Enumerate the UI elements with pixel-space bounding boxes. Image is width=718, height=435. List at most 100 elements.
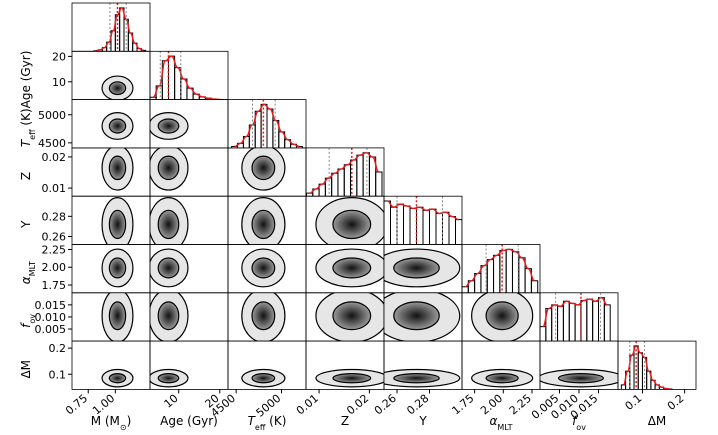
panel (315, 368, 384, 388)
label-part: (K) (265, 414, 286, 428)
x-tick-label: 1.75 (449, 392, 476, 418)
contour-inner (393, 257, 440, 279)
histogram-bin (384, 200, 391, 245)
axis-label: Teff (K) (19, 108, 37, 147)
x-tick-label: 0.26 (372, 392, 399, 418)
contour-inner (485, 301, 519, 331)
panel (471, 292, 534, 342)
histogram-bin (375, 171, 383, 197)
y-tick-label: 0.1 (49, 368, 67, 381)
label-part: (K) (19, 108, 33, 129)
histogram-bin (362, 152, 370, 197)
panel (462, 244, 539, 293)
contour-inner (485, 373, 519, 384)
histogram-bin (530, 280, 539, 293)
panel (231, 99, 303, 148)
histogram-bin (540, 326, 547, 342)
histogram-bin (592, 300, 599, 342)
contour-inner (332, 209, 372, 240)
contour-inner (157, 155, 180, 181)
histogram-bin (429, 208, 437, 245)
y-tick-label: 5000 (38, 109, 66, 122)
axis-label: αMLT (489, 414, 512, 432)
contour-inner (108, 373, 127, 384)
axis-label: Y (418, 414, 427, 428)
label-part: α (489, 414, 497, 428)
contour-inner (393, 301, 440, 331)
histogram-bin (580, 300, 588, 342)
fit-curve (234, 103, 300, 148)
histogram-bin (416, 206, 424, 245)
panel (101, 248, 134, 288)
fit-curve (387, 200, 459, 221)
histogram-bin (562, 300, 570, 342)
y-tick-label: 2.00 (42, 261, 67, 274)
panel (620, 341, 673, 390)
panel (150, 51, 224, 100)
axis-label: Z (19, 172, 33, 180)
panel (384, 248, 461, 288)
y-tick-label: 0.015 (35, 299, 67, 312)
histogram-bin (493, 254, 501, 293)
label-part: ) (127, 414, 132, 428)
panel (241, 368, 286, 388)
histogram-bin (343, 164, 352, 197)
histogram-bin (603, 304, 611, 342)
label-part: ⊙ (120, 423, 127, 432)
histogram-bin (409, 207, 417, 245)
label-part: T (19, 138, 33, 147)
panel (93, 3, 147, 52)
label-part: MLT (497, 423, 512, 432)
label-part: f (19, 322, 33, 328)
label-part: Z (341, 414, 349, 428)
y-tick-label: 20 (52, 50, 66, 63)
label-part: ov (576, 423, 586, 432)
contour-inner (251, 155, 276, 181)
panel (384, 292, 461, 342)
axis-label: fov (19, 314, 37, 328)
contour-inner (157, 118, 180, 134)
histogram-bin (551, 304, 559, 342)
panel (241, 248, 286, 288)
histogram-bin (422, 209, 430, 245)
panel (150, 112, 189, 140)
histogram-bin (403, 205, 411, 245)
axis-label: Age (Gyr) (160, 414, 218, 428)
contour-inner (332, 373, 372, 384)
contour-inner (108, 155, 127, 181)
panel (150, 147, 189, 191)
contour-inner (332, 301, 372, 331)
histogram-bin (448, 216, 456, 245)
contour-inner (332, 257, 372, 279)
label-part: ov (28, 314, 37, 324)
y-tick-label: 0.005 (35, 323, 67, 336)
axis-label: ΔM (648, 414, 667, 428)
contour-inner (393, 373, 440, 384)
label-part: Age (Gyr) (160, 414, 218, 428)
x-tick-label: 0.1 (623, 392, 645, 413)
contour-inner (251, 301, 276, 331)
y-tick-label: 2.25 (42, 243, 67, 256)
x-tick-label: 0.75 (63, 392, 90, 418)
label-part: Y (19, 220, 33, 229)
panel (101, 292, 134, 342)
label-part: α (19, 276, 33, 284)
histogram-bin (586, 298, 594, 342)
panel (150, 197, 189, 245)
contour-inner (157, 301, 180, 331)
label-part: MLT (28, 261, 37, 276)
panel (540, 368, 618, 388)
histogram-bin (266, 108, 274, 148)
axis-label: M (M⊙) (91, 414, 132, 432)
axis-label: Age (Gyr) (19, 51, 33, 109)
panel (306, 147, 383, 197)
x-tick-label: 0.2 (665, 392, 687, 413)
histogram-bin (442, 211, 450, 245)
contour-inner (157, 209, 180, 240)
y-tick-label: 0.02 (42, 151, 67, 164)
histogram-bin (462, 286, 469, 293)
label-part: eff (255, 423, 266, 432)
contour-inner (108, 301, 127, 331)
axis-label: Y (19, 220, 33, 229)
